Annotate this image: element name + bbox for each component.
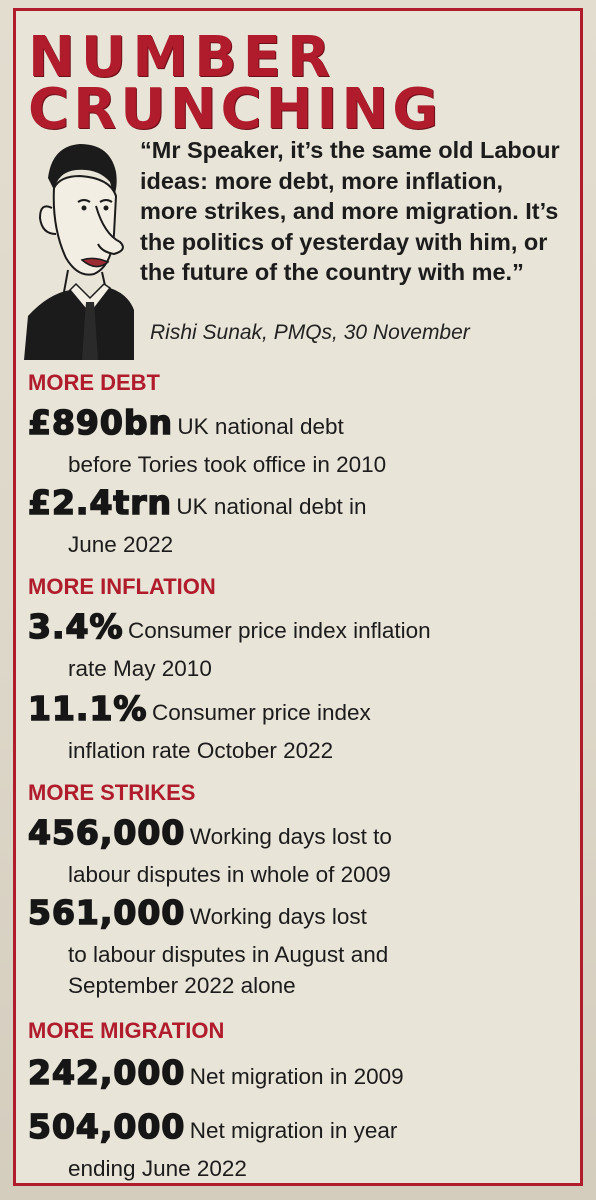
stat-description: UK national debt in xyxy=(176,494,367,519)
caricature-illustration xyxy=(24,144,134,360)
stat-description-continued: September 2022 alone xyxy=(68,973,296,998)
stat-description: Consumer price index inflation xyxy=(127,618,431,643)
stat-inflation-2010: 3.4% Consumer price index inflation rate… xyxy=(27,607,576,684)
stat-migration-2009: 242,000 Net migration in 2009 xyxy=(27,1053,576,1099)
stat-value: 561,000 xyxy=(27,893,186,933)
stat-debt-2022: £2.4trn UK national debt in June 2022 xyxy=(27,483,576,560)
stat-value: £2.4trn xyxy=(27,483,172,523)
title-line-1: NUMBER xyxy=(28,25,337,90)
stat-description-continued: June 2022 xyxy=(68,532,174,557)
stat-description: UK national debt xyxy=(177,414,344,439)
stat-migration-2022: 504,000 Net migration in year ending Jun… xyxy=(27,1107,576,1184)
stat-description-continued: before Tories took office in 2010 xyxy=(68,452,387,477)
quote-text: “Mr Speaker, it’s the same old Labour id… xyxy=(140,137,560,285)
stat-value: 3.4% xyxy=(27,607,124,647)
stat-value: 11.1% xyxy=(27,689,148,729)
stat-description: Net migration in year xyxy=(189,1118,398,1143)
stat-description-continued: ending June 2022 xyxy=(68,1156,247,1181)
stat-description-continued: to labour disputes in August and xyxy=(68,942,389,967)
stat-value: £890bn xyxy=(27,403,173,443)
stat-description-continued: labour disputes in whole of 2009 xyxy=(68,862,391,887)
section-heading-debt: MORE DEBT xyxy=(28,370,160,395)
stat-description: Working days lost xyxy=(189,904,367,929)
section-heading-inflation: MORE INFLATION xyxy=(28,574,216,599)
stat-description-continued: rate May 2010 xyxy=(68,656,212,681)
stat-description: Consumer price index xyxy=(151,700,371,725)
stat-value: 504,000 xyxy=(27,1107,186,1147)
title-line-2: CRUNCHING xyxy=(28,77,443,142)
stat-strikes-2022: 561,000 Working days lost to labour disp… xyxy=(27,893,576,1001)
section-heading-migration: MORE MIGRATION xyxy=(28,1018,225,1043)
stat-description-continued: inflation rate October 2022 xyxy=(68,738,334,763)
quote-attribution: Rishi Sunak, PMQs, 30 November xyxy=(150,321,470,344)
stat-value: 456,000 xyxy=(27,813,186,853)
stat-description: Working days lost to xyxy=(189,824,392,849)
stat-strikes-2009: 456,000 Working days lost to labour disp… xyxy=(27,813,576,890)
stat-value: 242,000 xyxy=(27,1053,186,1093)
stat-description: Net migration in 2009 xyxy=(189,1064,404,1089)
section-heading-strikes: MORE STRIKES xyxy=(28,780,196,805)
stat-inflation-2022: 11.1% Consumer price index inflation rat… xyxy=(27,689,576,766)
stat-debt-2010: £890bn UK national debt before Tories to… xyxy=(27,403,576,480)
